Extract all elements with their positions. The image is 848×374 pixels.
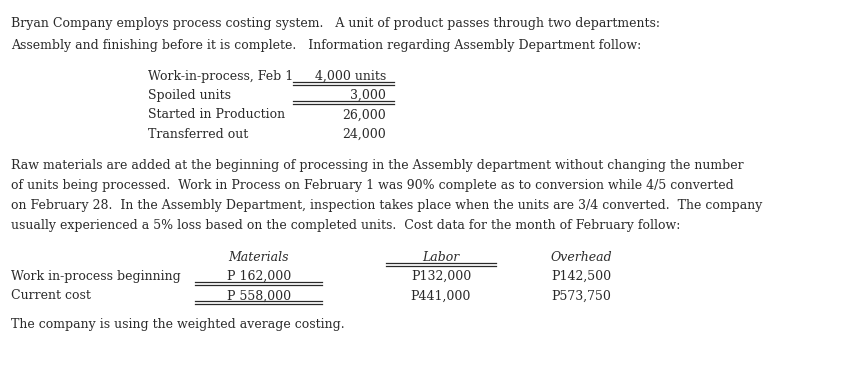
Text: 3,000: 3,000 [350, 89, 386, 102]
Text: Work in-process beginning: Work in-process beginning [11, 270, 181, 283]
Text: on February 28.  In the Assembly Department, inspection takes place when the uni: on February 28. In the Assembly Departme… [11, 199, 762, 212]
Text: Assembly and finishing before it is complete.   Information regarding Assembly D: Assembly and finishing before it is comp… [11, 39, 641, 52]
Text: Overhead: Overhead [550, 251, 611, 264]
Text: of units being processed.  Work in Process on February 1 was 90% complete as to : of units being processed. Work in Proces… [11, 179, 734, 192]
Text: Labor: Labor [422, 251, 460, 264]
Text: P573,750: P573,750 [551, 289, 611, 303]
Text: P441,000: P441,000 [410, 289, 471, 303]
Text: P 558,000: P 558,000 [226, 289, 291, 303]
Text: Materials: Materials [228, 251, 289, 264]
Text: The company is using the weighted average costing.: The company is using the weighted averag… [11, 318, 344, 331]
Text: Raw materials are added at the beginning of processing in the Assembly departmen: Raw materials are added at the beginning… [11, 159, 744, 172]
Text: Bryan Company employs process costing system.   A unit of product passes through: Bryan Company employs process costing sy… [11, 17, 660, 30]
Text: 24,000: 24,000 [342, 128, 386, 141]
Text: P 162,000: P 162,000 [226, 270, 291, 283]
Text: Spoiled units: Spoiled units [148, 89, 232, 102]
Text: usually experienced a 5% loss based on the completed units.  Cost data for the m: usually experienced a 5% loss based on t… [11, 219, 680, 232]
Text: Work-in-process, Feb 1: Work-in-process, Feb 1 [148, 70, 293, 83]
Text: 26,000: 26,000 [342, 108, 386, 122]
Text: Current cost: Current cost [11, 289, 91, 303]
Text: P132,000: P132,000 [410, 270, 471, 283]
Text: Started in Production: Started in Production [148, 108, 286, 122]
Text: 4,000 units: 4,000 units [315, 70, 386, 83]
Text: P142,500: P142,500 [551, 270, 611, 283]
Text: Transferred out: Transferred out [148, 128, 248, 141]
